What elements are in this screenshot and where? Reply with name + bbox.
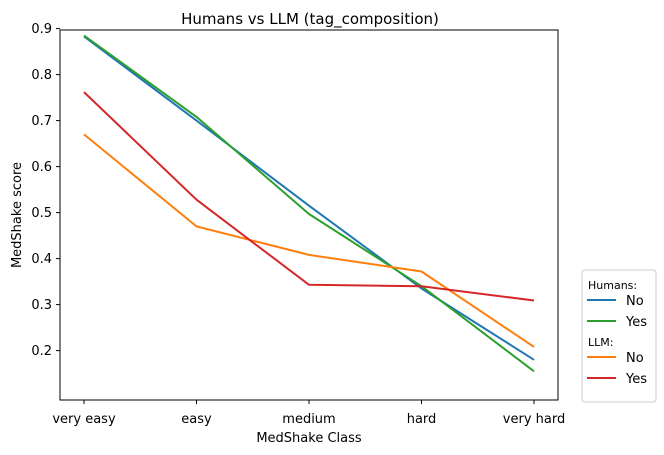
legend-entry-label: No [626, 351, 644, 366]
x-tick-label: very hard [503, 412, 565, 427]
series-line-humans-yes [83, 34, 535, 373]
legend-entry-label: No [626, 294, 644, 309]
series-layer [83, 34, 535, 373]
y-tick-label: 0.6 [31, 160, 52, 175]
x-tick-label: easy [181, 412, 212, 427]
legend-group-heading: LLM: [588, 336, 613, 349]
legend-group-heading: Humans: [588, 279, 637, 292]
series-line-llm-no [83, 133, 535, 348]
chart-title: Humans vs LLM (tag_composition) [181, 10, 439, 29]
y-tick-label: 0.8 [31, 68, 52, 83]
y-tick-label: 0.4 [31, 252, 52, 267]
y-axis-ticks: 0.2 0.3 0.4 0.5 0.6 0.7 0.8 0.9 [31, 22, 60, 359]
series-line-humans-no [83, 35, 535, 361]
series-line-llm-yes [83, 91, 535, 302]
legend-entry-label: Yes [625, 372, 647, 387]
y-tick-label: 0.7 [31, 114, 52, 129]
x-tick-label: very easy [52, 412, 116, 427]
x-axis-ticks: very easy easy medium hard very hard [52, 400, 565, 427]
x-axis-label: MedShake Class [256, 431, 362, 446]
legend-entry-label: Yes [625, 315, 647, 330]
y-tick-label: 0.2 [31, 344, 52, 359]
y-tick-label: 0.3 [31, 298, 52, 313]
y-tick-label: 0.9 [31, 22, 52, 37]
legend: Humans: No Yes LLM: No Yes [581, 269, 657, 403]
legend-frame [581, 269, 657, 403]
x-tick-label: hard [407, 412, 437, 427]
x-tick-label: medium [282, 412, 335, 427]
y-tick-label: 0.5 [31, 206, 52, 221]
y-axis-label: MedShake score [10, 162, 25, 268]
